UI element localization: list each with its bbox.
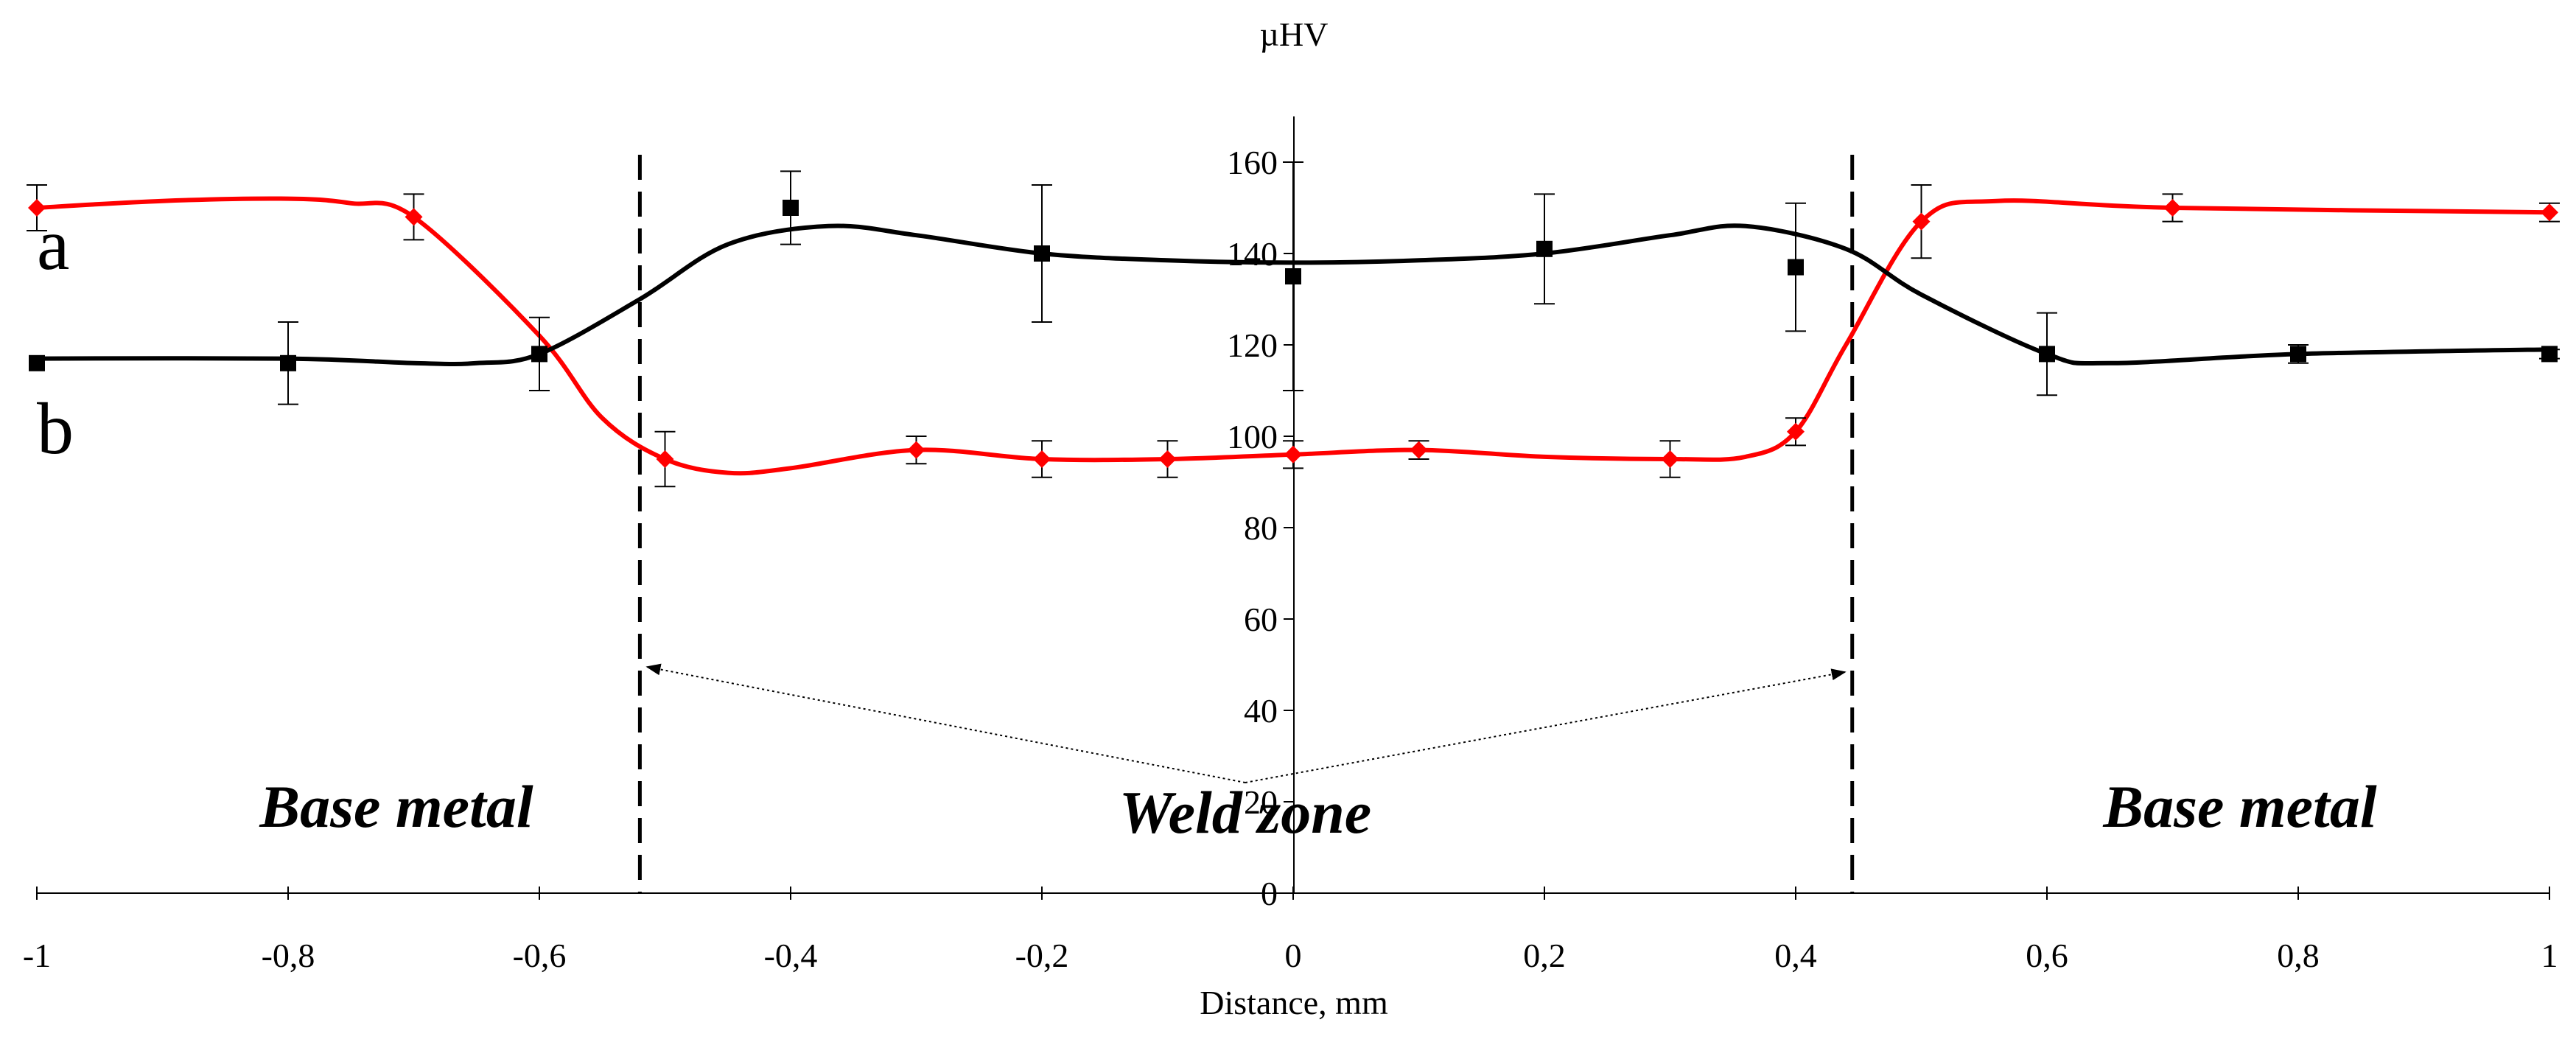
series-a-point: [907, 441, 925, 459]
right-region-label: Base metal: [2102, 773, 2376, 840]
x-tick-label: -0,2: [1015, 937, 1069, 974]
left-region-label: Base metal: [259, 773, 533, 840]
y-tick-label: 160: [1227, 144, 1278, 181]
series-b-point: [280, 354, 296, 371]
series-b-point: [1285, 268, 1301, 284]
center-region-label: Weld zone: [1119, 779, 1371, 846]
y-tick-label: 40: [1244, 692, 1278, 730]
series-a-point: [1284, 445, 1302, 464]
y-tick-label: 140: [1227, 235, 1278, 273]
x-tick-label: -0,6: [513, 937, 567, 974]
series-a-point: [28, 199, 46, 217]
series-a-point: [656, 450, 674, 468]
y-tick-label: 20: [1244, 783, 1278, 821]
y-tick-label: 80: [1244, 509, 1278, 547]
y-axis-title: µHV: [1260, 15, 1329, 53]
weld-zone-arrow: [645, 663, 1246, 783]
weld-zone-arrow: [1245, 668, 1847, 783]
series-a-point: [2163, 199, 2182, 217]
x-tick-label: 0: [1285, 937, 1302, 974]
series-b-point: [2541, 346, 2558, 363]
series-layer: [27, 161, 2560, 488]
x-tick-label: 1: [2541, 937, 2558, 974]
series-b-point: [2039, 346, 2055, 363]
x-tick-label: 0,6: [2026, 937, 2068, 974]
series-a-point: [1158, 450, 1177, 468]
series-a-point: [1787, 422, 1805, 441]
x-tick-label: -0,4: [764, 937, 818, 974]
series-a-point: [2541, 203, 2558, 222]
weld-boundary-lines: [637, 155, 1855, 893]
weld-zone-arrows: [645, 663, 1847, 783]
series-a-letter: a: [37, 203, 69, 285]
series-a-point: [405, 208, 423, 226]
axes: -1 -0,8 -0,6 -0,4 -0,2 0 0,2 0,4 0,6 0,8 1 0 20 40 60 8…: [23, 116, 2558, 974]
x-tick-label: -1: [23, 937, 51, 974]
y-tick-label: 0: [1261, 875, 1278, 912]
series-b-point: [29, 354, 45, 371]
x-tick-label: -0,8: [262, 937, 315, 974]
series-b-point: [1788, 259, 1804, 276]
x-tick-label: 0,2: [1523, 937, 1566, 974]
y-tick-label: 120: [1227, 326, 1278, 364]
x-axis-title: Distance, mm: [1200, 984, 1388, 1021]
series-b: [29, 161, 2560, 405]
series-a-point: [1661, 450, 1679, 468]
y-tick-label: 60: [1244, 601, 1278, 638]
series-a-point: [1410, 441, 1428, 459]
series-a-point: [1033, 450, 1051, 468]
series-b-point: [2290, 346, 2306, 363]
x-tick-label: 0,4: [1774, 937, 1817, 974]
x-tick-label: 0,8: [2277, 937, 2320, 974]
series-b-point: [531, 346, 547, 363]
series-b-letter: b: [37, 388, 74, 469]
series-a: [27, 184, 2560, 488]
series-b-point: [1536, 240, 1553, 257]
series-a-point: [1912, 212, 1931, 231]
series-b-point: [1034, 245, 1050, 262]
series-b-point: [783, 200, 799, 216]
y-tick-label: 100: [1227, 418, 1278, 455]
